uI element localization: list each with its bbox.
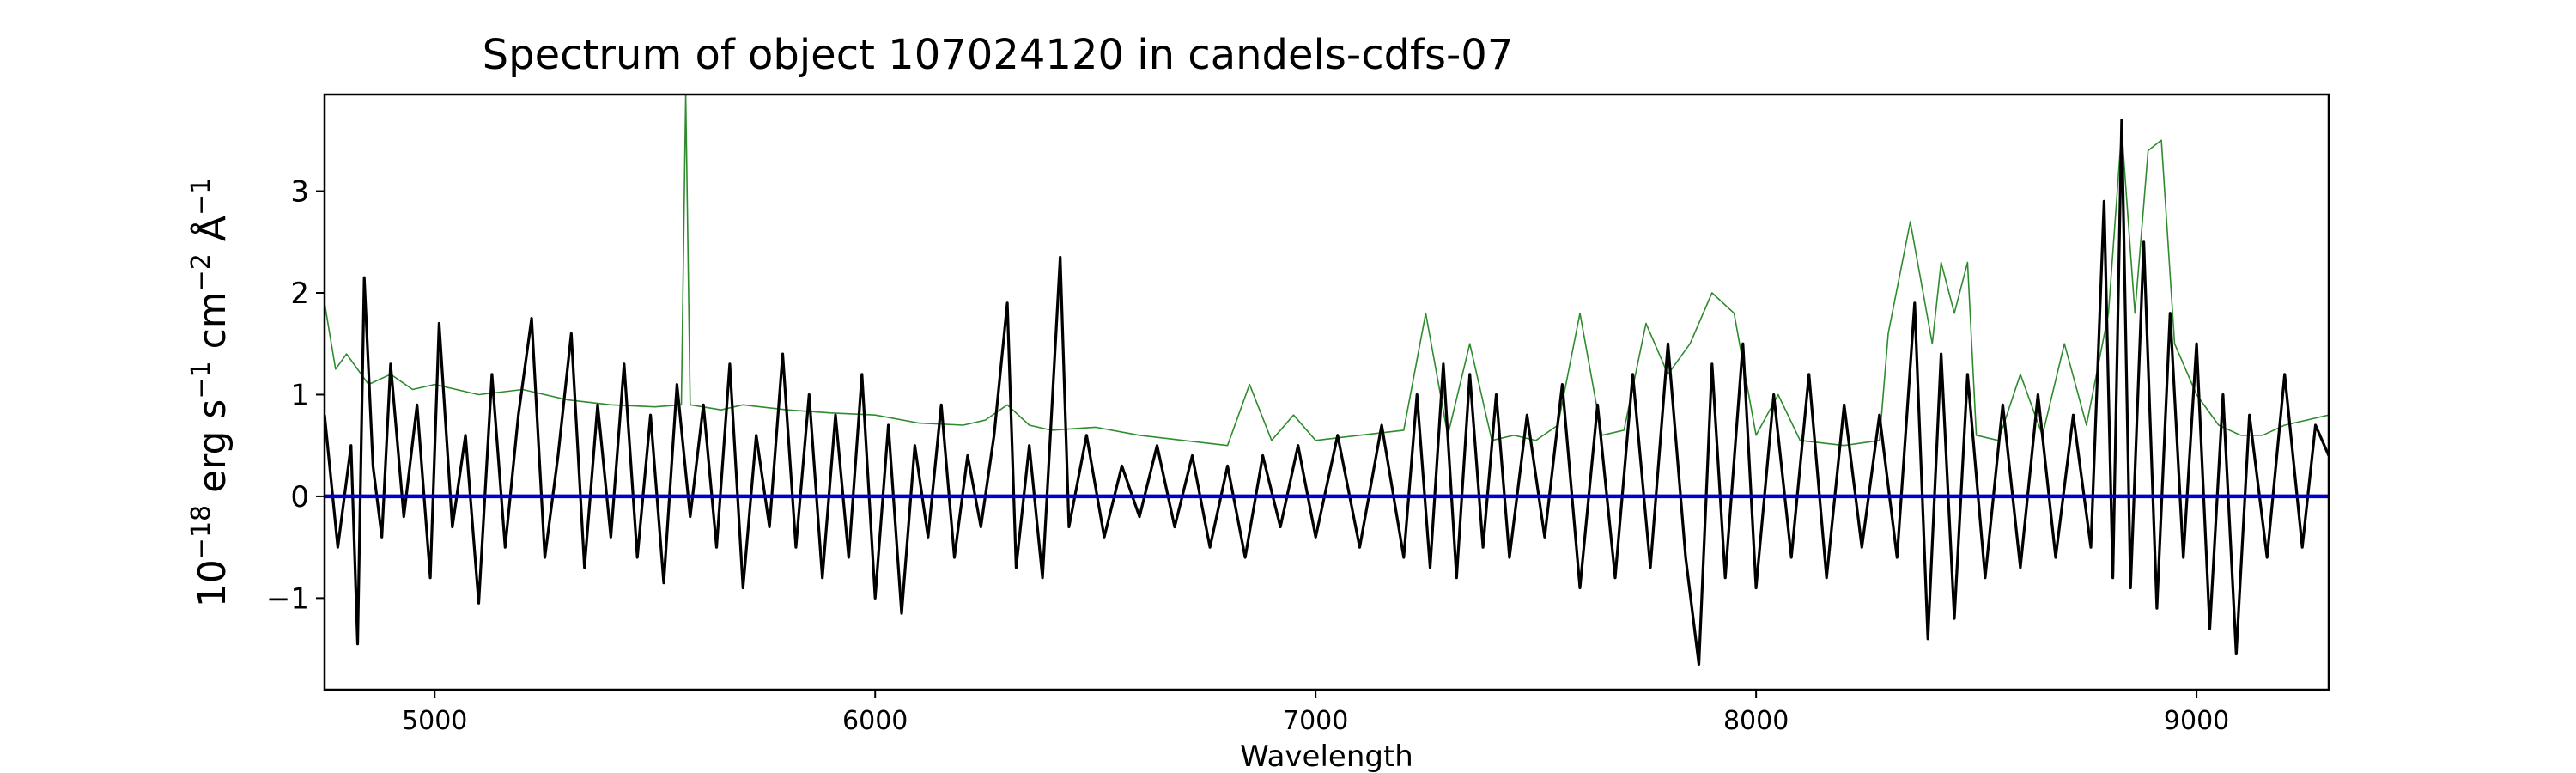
y-tick-label: 3 <box>290 175 309 210</box>
y-tick-label: 2 <box>290 277 309 311</box>
noise-series-line <box>325 94 2329 447</box>
y-axis-label-exp-2: −1 <box>186 361 216 399</box>
y-axis-label: 10−18 erg s−1 cm−2 Å−1 <box>186 178 234 607</box>
chart-title: Spectrum of object 107024120 in candels-… <box>483 31 1514 79</box>
y-tick-label: 1 <box>290 378 309 412</box>
x-tick-label: 8000 <box>1723 706 1789 736</box>
y-axis-label-unit-a: erg s <box>191 399 234 505</box>
series-layer <box>325 94 2329 666</box>
plot-frame <box>323 93 2330 691</box>
x-tick-label: 6000 <box>842 706 908 736</box>
y-axis-label-unit-b: cm <box>191 291 234 361</box>
x-tick-label: 9000 <box>2164 706 2229 736</box>
x-tick-label: 5000 <box>402 706 467 736</box>
x-axis-label: Wavelength <box>1240 740 1413 773</box>
flux-series-line <box>325 119 2329 666</box>
y-axis-label-exp-4: −1 <box>186 178 216 216</box>
y-axis: −1 0 1 2 3 <box>266 175 325 616</box>
x-tick-label: 7000 <box>1283 706 1348 736</box>
y-axis-label-base: 10 <box>191 559 234 607</box>
y-tick-label: 0 <box>290 480 309 514</box>
x-axis: 5000 6000 7000 8000 9000 <box>402 690 2229 736</box>
y-axis-label-unit-c: Å <box>189 216 234 253</box>
y-axis-label-exp-3: −2 <box>186 253 216 291</box>
y-tick-label: −1 <box>266 581 309 616</box>
y-axis-label-exp-1: −18 <box>186 505 216 559</box>
